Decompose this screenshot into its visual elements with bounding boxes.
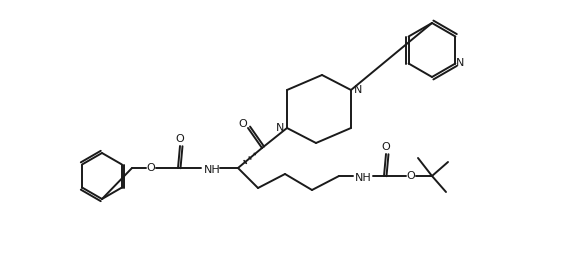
Text: N: N [354, 85, 362, 95]
Text: NH: NH [203, 165, 220, 175]
Text: N: N [276, 123, 284, 133]
Text: O: O [147, 163, 155, 173]
Text: O: O [407, 171, 415, 181]
Text: NH: NH [355, 173, 371, 183]
Text: O: O [382, 142, 391, 152]
Text: O: O [175, 134, 184, 144]
Text: O: O [239, 119, 247, 129]
Text: N: N [456, 58, 465, 68]
